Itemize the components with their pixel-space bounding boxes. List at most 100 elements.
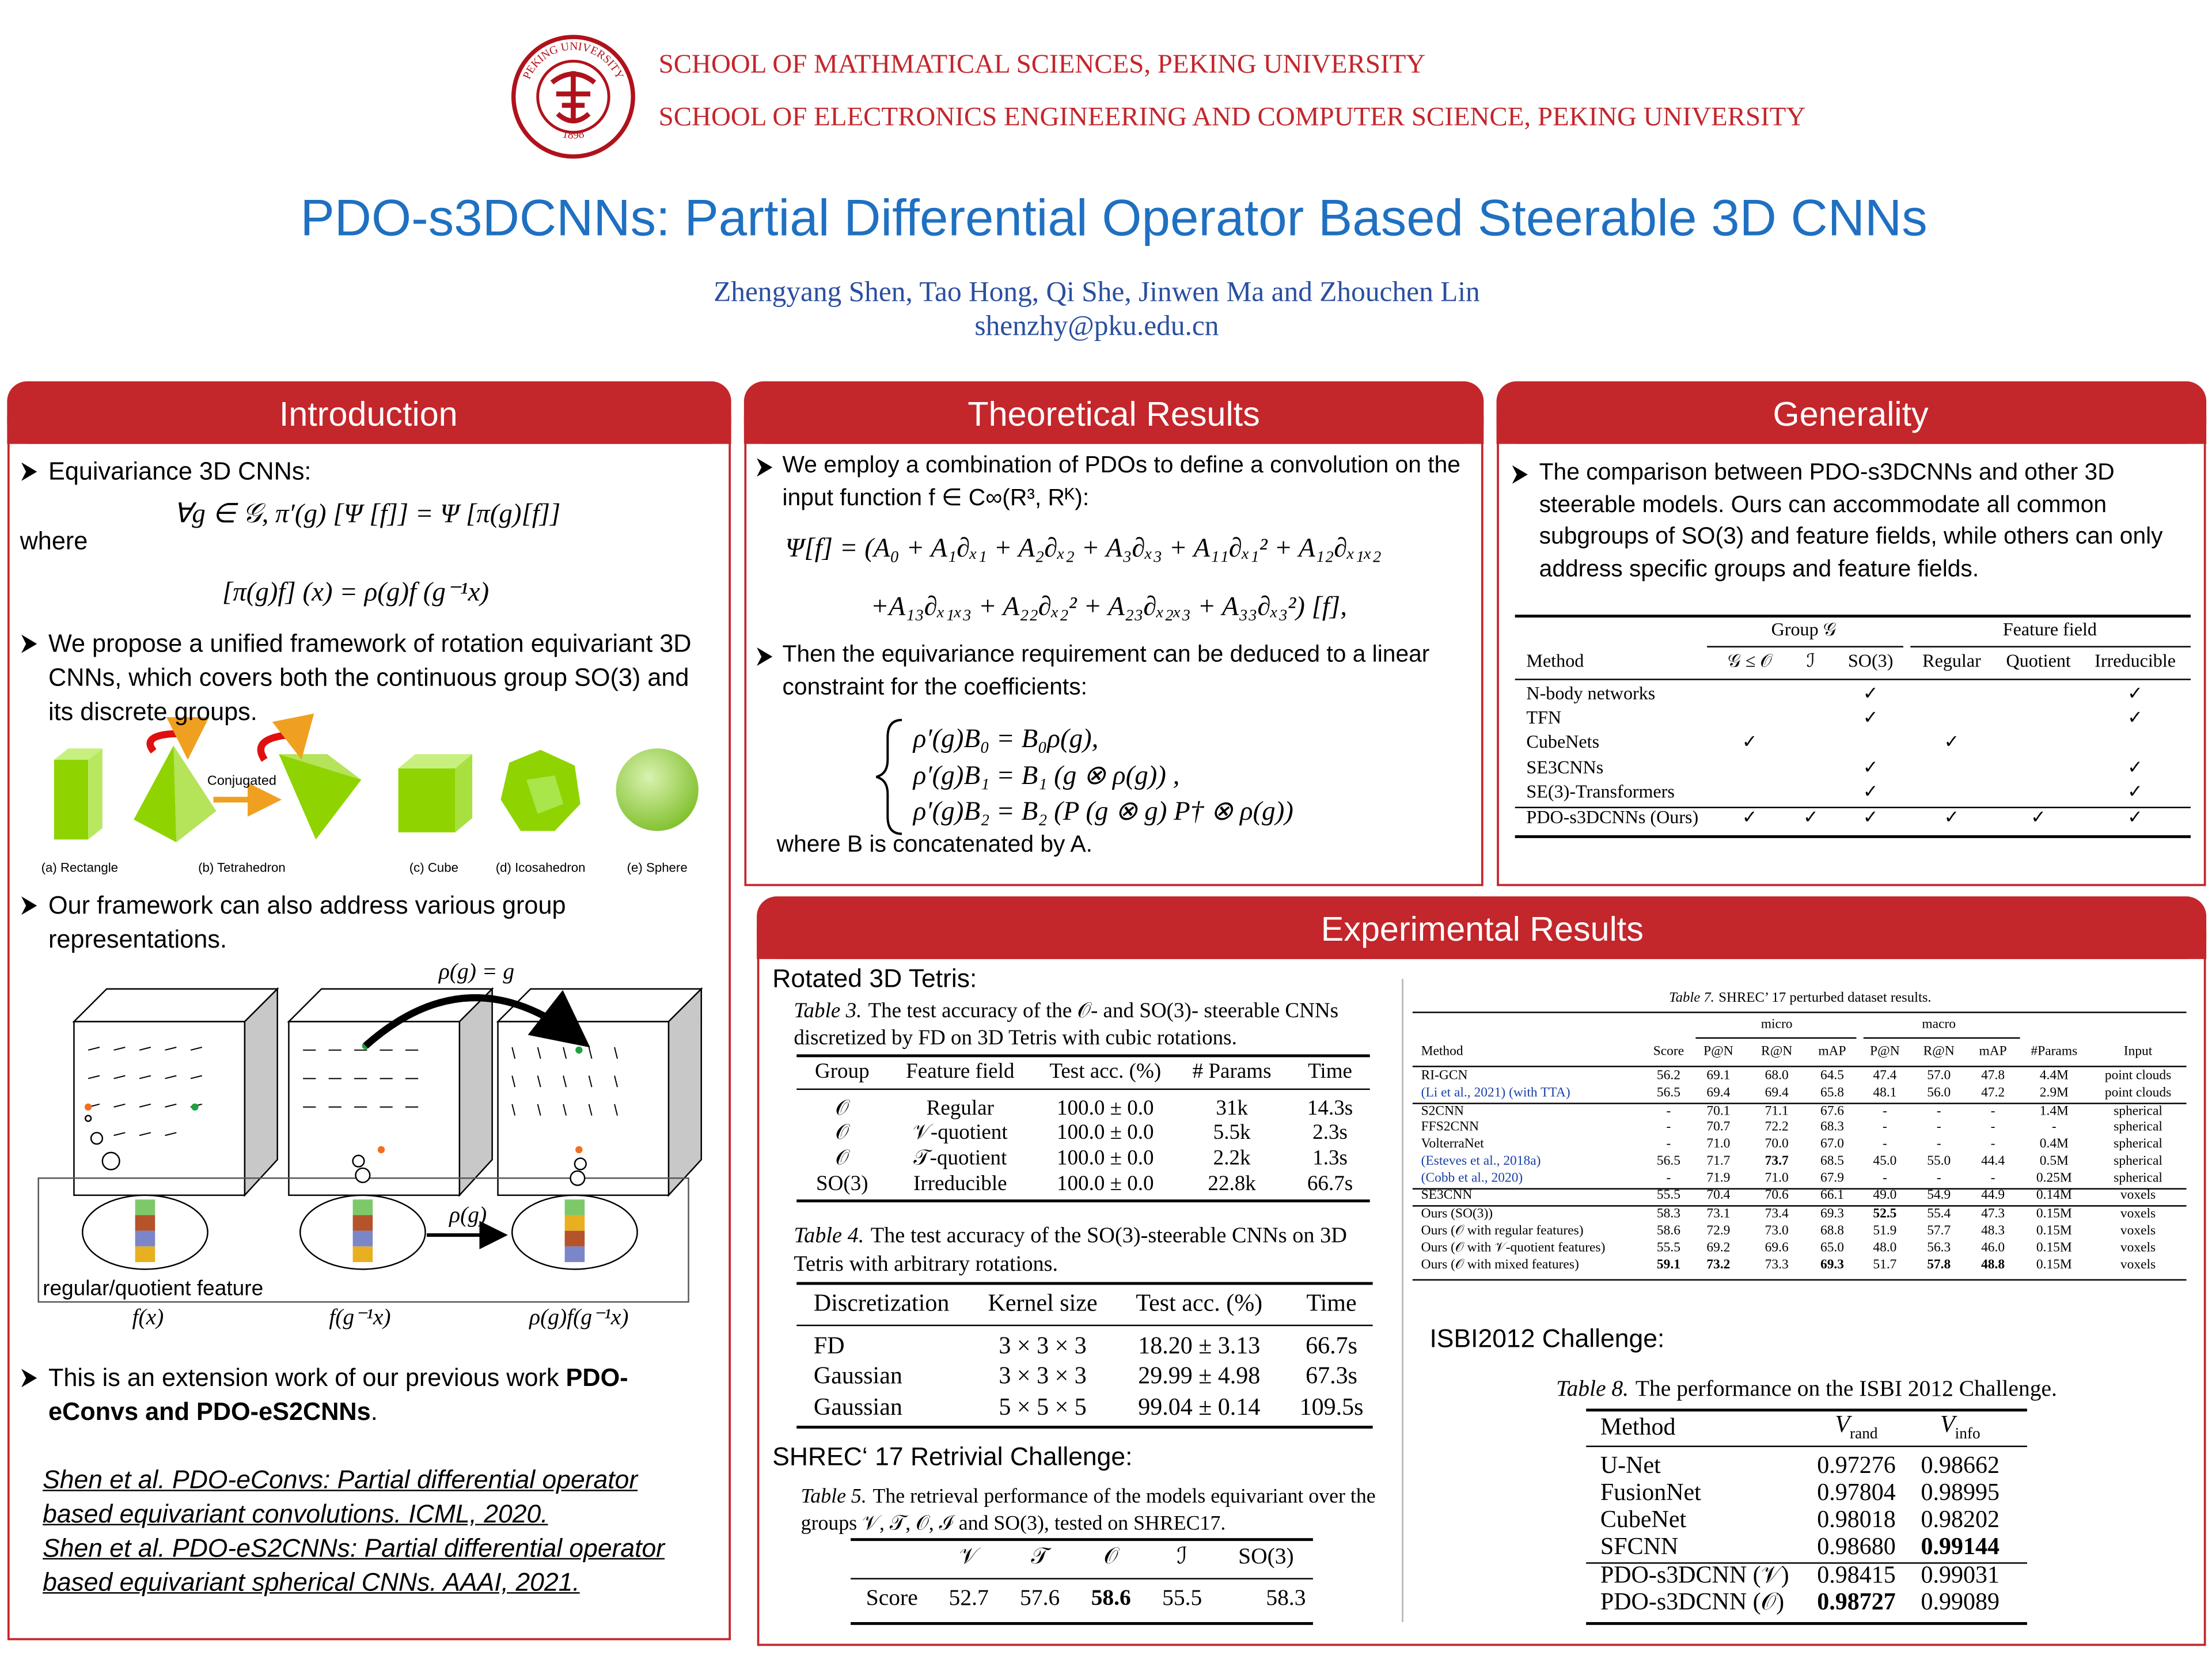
table-cell: 70.1 xyxy=(1706,1105,1731,1119)
table-cell: 0.97276 xyxy=(1817,1452,1896,1479)
table-rule xyxy=(1910,646,2191,647)
table-cell: - xyxy=(1666,1137,1671,1152)
figure-label: (c) Cube xyxy=(409,860,459,875)
table-cell: 100.0 ± 0.0 xyxy=(1056,1147,1154,1171)
table-cell: 𝒱 xyxy=(959,1545,978,1570)
table-cell: 29.99 ± 4.98 xyxy=(1138,1362,1261,1389)
bullet-text: This is an extension work of our previou… xyxy=(48,1360,674,1429)
table-cell: Time xyxy=(1306,1289,1357,1317)
table-cell: 64.5 xyxy=(1820,1069,1845,1084)
table-cell: Vrand xyxy=(1835,1411,1877,1444)
panel-frames xyxy=(7,381,2207,1646)
table-cell: 71.0 xyxy=(1706,1137,1731,1152)
table-cell: Time xyxy=(1308,1060,1353,1084)
table-cell: 52.5 xyxy=(1873,1207,1897,1222)
bullet-text: The comparison between PDO-s3DCNNs and o… xyxy=(1539,459,2163,582)
table-cell: SO(3) xyxy=(1847,649,1894,671)
table-caption: Table 7. SHREC’ 17 perturbed dataset resu… xyxy=(1413,990,2188,1007)
table-rule xyxy=(851,1578,1313,1580)
poster-title: PDO-s3DCNNs: Partial Differential Operat… xyxy=(300,188,1928,247)
table-cell: 56.0 xyxy=(1927,1086,1951,1101)
table-cell: ✓ xyxy=(1862,682,1879,704)
table-cell: 57.7 xyxy=(1927,1224,1951,1239)
table-cell: point clouds xyxy=(2104,1069,2172,1084)
table-cell: Regular xyxy=(926,1097,994,1120)
table-cell: Score xyxy=(1653,1045,1684,1060)
subsection-title: Rotated 3D Tetris: xyxy=(772,964,977,993)
table-cell: Method xyxy=(1600,1413,1676,1441)
caption-label: Table 5. xyxy=(800,1485,867,1509)
table-cell: TFN xyxy=(1526,706,1562,728)
table-cell: 70.0 xyxy=(1765,1137,1789,1152)
table-cell: voxels xyxy=(2120,1258,2156,1273)
table-cell: - xyxy=(1666,1105,1671,1119)
table-cell: Method xyxy=(1421,1045,1463,1060)
table-cell: 71.0 xyxy=(1765,1172,1789,1186)
table-cell: SO(3) xyxy=(1238,1545,1294,1570)
table-cell: 66.7s xyxy=(1307,1173,1353,1196)
table-cell: - xyxy=(1882,1137,1887,1152)
table-cell: P@N xyxy=(1870,1045,1900,1060)
table-cell: ✓ xyxy=(1862,756,1879,778)
cell-sub: rand xyxy=(1850,1425,1878,1443)
table-cell: 31k xyxy=(1216,1097,1248,1120)
table-rule xyxy=(796,1054,1370,1057)
table-cell: 55.5 xyxy=(1656,1241,1680,1256)
table-cell: 70.7 xyxy=(1706,1120,1731,1135)
table-group-header: micro xyxy=(1761,1018,1793,1033)
table-cell: Score xyxy=(866,1586,918,1611)
school-name: SCHOOL OF ELECTRONICS ENGINEERING AND CO… xyxy=(658,103,1806,132)
table-cell: - xyxy=(1936,1120,1941,1135)
table-cell: 0.15M xyxy=(2036,1207,2072,1222)
table-cell: - xyxy=(1990,1120,1995,1135)
table-cell: 69.3 xyxy=(1820,1258,1845,1273)
table-cell: 72.9 xyxy=(1706,1224,1731,1239)
table-cell: ✓ xyxy=(1862,806,1879,828)
table-cell: 0.98680 xyxy=(1817,1532,1896,1560)
logo-year-path: 1898 xyxy=(561,127,585,141)
table-cell: Input xyxy=(2123,1045,2153,1060)
table-cell: - xyxy=(1936,1172,1941,1186)
table-cell: Test acc. (%) xyxy=(1136,1289,1263,1317)
table-cell: - xyxy=(1990,1172,1995,1186)
table-cell: 0.4M xyxy=(2039,1137,2069,1152)
table-cell: - xyxy=(1990,1105,1995,1119)
table-cell: 0.99031 xyxy=(1921,1561,2000,1589)
table-cell: 73.2 xyxy=(1706,1258,1731,1273)
table-cell: Gaussian xyxy=(813,1362,902,1389)
table-cell: 0.25M xyxy=(2036,1172,2072,1186)
table-cell: 2.2k xyxy=(1213,1147,1251,1171)
table-cell: 0.99144 xyxy=(1921,1532,2000,1560)
shapes-figure xyxy=(54,713,699,843)
table-cell: 51.9 xyxy=(1873,1224,1897,1239)
caption-text: The test accuracy of the 𝒪- and SO(3)- s… xyxy=(794,1000,1339,1050)
table-cell: 𝒪 xyxy=(835,1147,849,1171)
table-cell: (Cobb et al., 2020) xyxy=(1421,1172,1523,1186)
figure-label: regular/quotient feature xyxy=(43,1277,264,1301)
figure-label: ρ(g)f(g⁻¹x) xyxy=(529,1306,629,1331)
figure-label: f(x) xyxy=(132,1306,164,1331)
table-cell: 55.0 xyxy=(1927,1154,1951,1169)
table-cell: Test acc. (%) xyxy=(1049,1060,1162,1084)
table-cell: 0.98662 xyxy=(1921,1452,2000,1479)
table-cell: 14.3s xyxy=(1307,1097,1353,1120)
table-cell: 55.5 xyxy=(1162,1586,1202,1611)
section-title: Theoretical Results xyxy=(967,396,1260,434)
logo-year-text: 1898 xyxy=(561,127,585,141)
bold-text: PDO-eConvs and PDO-eS2CNNs xyxy=(48,1363,628,1426)
authors: Zhengyang Shen, Tao Hong, Qi She, Jinwen… xyxy=(714,276,1480,308)
table-cell: 72.2 xyxy=(1765,1120,1789,1135)
table-rule xyxy=(796,1324,1373,1327)
table-cell: 73.4 xyxy=(1765,1207,1789,1222)
table-rule xyxy=(796,1426,1373,1428)
table-cell: 51.7 xyxy=(1873,1258,1897,1273)
table-cell: 54.9 xyxy=(1927,1188,1951,1203)
table-cell: Group xyxy=(814,1060,870,1084)
table-caption: Table 3. The test accuracy of the 𝒪- and … xyxy=(794,999,1398,1053)
table-cell: SE3CNNs xyxy=(1526,756,1604,778)
table-cell: 3 × 3 × 3 xyxy=(999,1362,1087,1389)
table-cell: 67.3s xyxy=(1306,1362,1357,1389)
table-cell: - xyxy=(1990,1137,1995,1152)
table-cell: 67.9 xyxy=(1820,1172,1845,1186)
